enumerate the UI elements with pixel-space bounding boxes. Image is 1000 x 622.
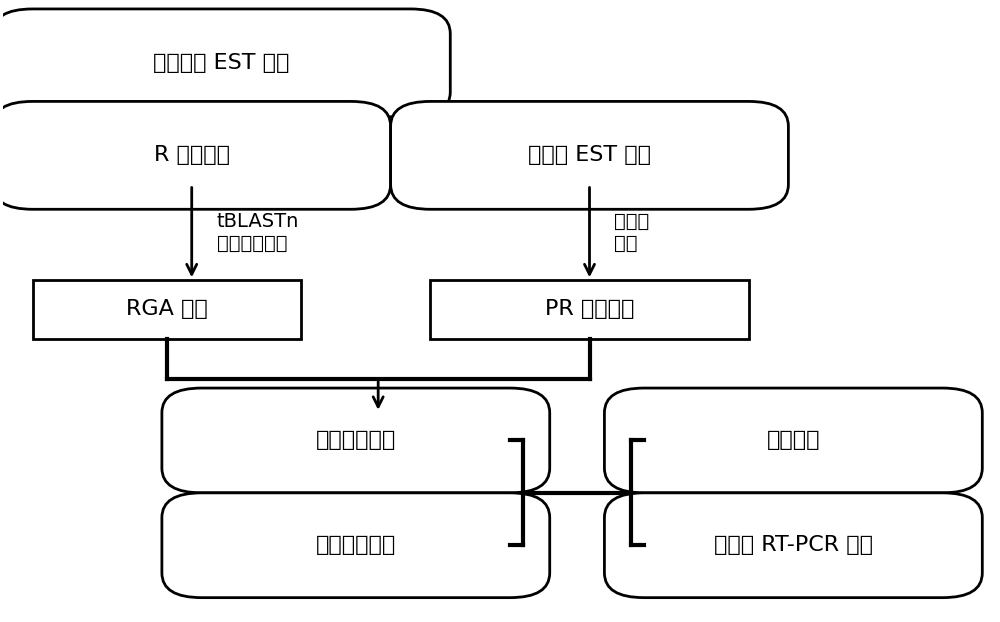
FancyBboxPatch shape [162,388,550,493]
Text: R 蛋白序列: R 蛋白序列 [154,146,230,165]
Text: 收集文献引物: 收集文献引物 [316,536,396,555]
Text: 关键词
搜索: 关键词 搜索 [614,212,650,253]
FancyBboxPatch shape [604,388,982,493]
Text: 半定量 RT-PCR 分析: 半定量 RT-PCR 分析 [714,536,873,555]
FancyBboxPatch shape [33,280,301,339]
Text: 特异引物设计: 特异引物设计 [316,430,396,450]
FancyBboxPatch shape [430,280,749,339]
FancyBboxPatch shape [0,9,450,117]
Text: PR 蛋白序列: PR 蛋白序列 [545,299,634,320]
Text: 遗传定位: 遗传定位 [767,430,820,450]
Text: RGA 序列: RGA 序列 [126,299,208,320]
Text: 三个棉种 EST 序列: 三个棉种 EST 序列 [153,53,290,73]
Text: 陆地棉 EST 序列: 陆地棉 EST 序列 [528,146,651,165]
FancyBboxPatch shape [162,493,550,598]
FancyBboxPatch shape [0,101,391,209]
FancyBboxPatch shape [391,101,788,209]
FancyBboxPatch shape [604,493,982,598]
Text: tBLASTn
及保守域分析: tBLASTn 及保守域分析 [217,212,299,253]
